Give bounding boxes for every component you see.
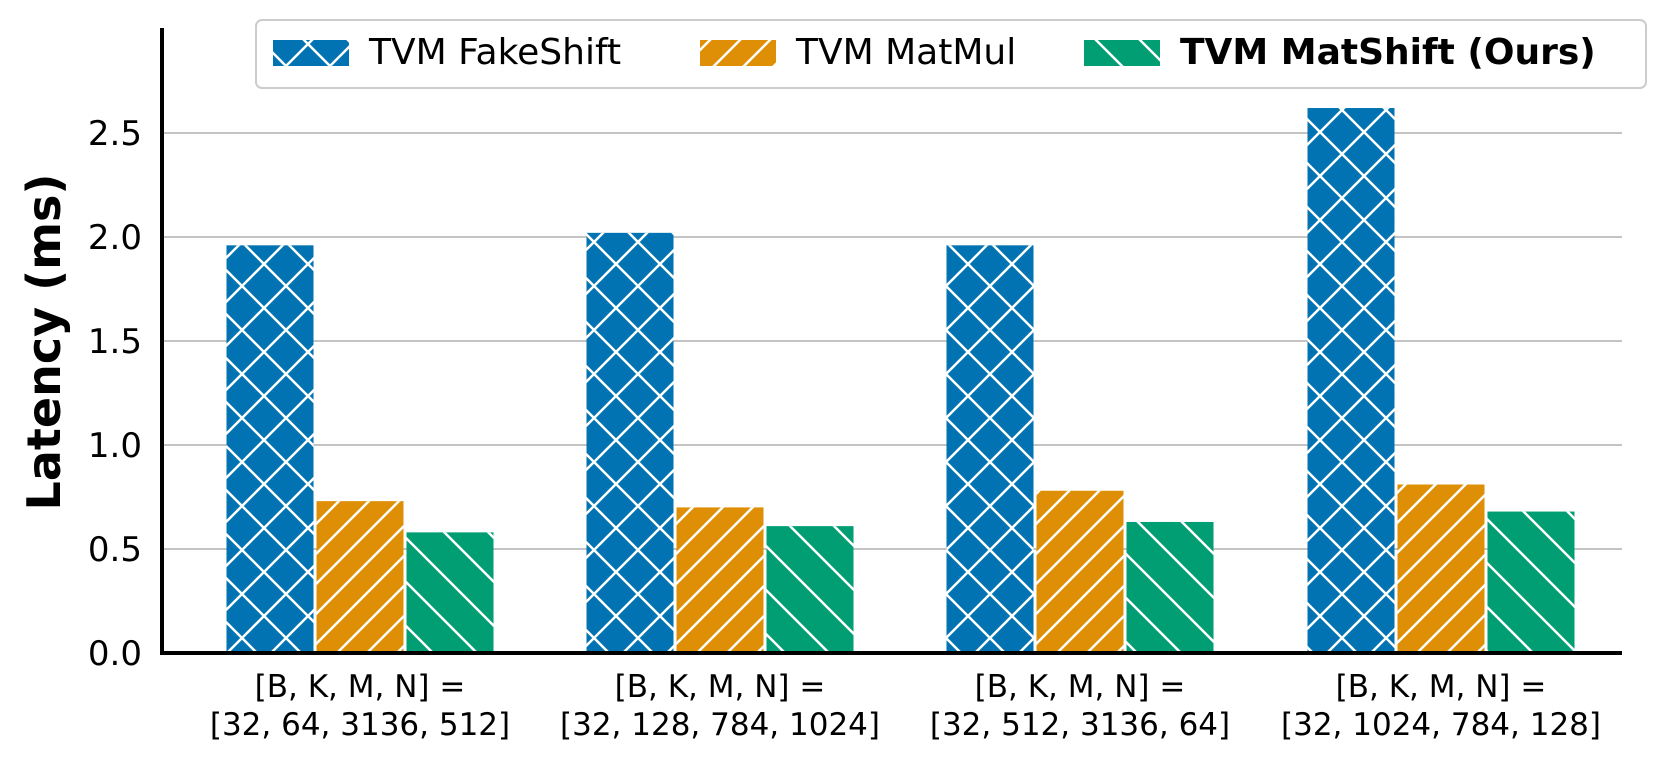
legend-label: TVM FakeShift — [368, 32, 621, 73]
x-tick-label-line: [B, K, M, N] = — [255, 669, 466, 705]
legend-swatch-hatch — [700, 40, 776, 66]
axes: 0.00.51.01.52.02.5[B, K, M, N] = [32, 64,… — [17, 28, 1622, 743]
y-tick-label: 2.5 — [88, 114, 142, 154]
y-axis-label: Latency (ms) — [17, 174, 71, 511]
y-tick-label: 0.5 — [88, 530, 142, 570]
legend-swatch-hatch — [273, 40, 349, 66]
x-tick-label: [B, K, M, N] = [32, 1024, 784, 128] — [1281, 669, 1601, 743]
bar-hatch — [946, 245, 1034, 653]
y-tick-label: 2.0 — [88, 218, 142, 258]
x-tick-label: [B, K, M, N] = [32, 64, 3136, 512] — [210, 669, 510, 743]
bar-hatch — [226, 245, 314, 653]
x-tick-label-line: [32, 128, 784, 1024] — [560, 707, 880, 743]
x-tick-label: [B, K, M, N] = [32, 512, 3136, 64] — [930, 669, 1230, 743]
y-tick-label: 1.5 — [88, 322, 142, 362]
bar-hatch — [1126, 521, 1214, 653]
x-tick-label-line: [B, K, M, N] = — [1336, 669, 1547, 705]
bar-hatch — [1307, 108, 1395, 654]
bar-hatch — [586, 232, 674, 653]
legend: TVM FakeShift TVM MatMul TVM MatShift (Our… — [255, 19, 1647, 89]
legend-label: TVM MatMul — [795, 32, 1016, 73]
legend-swatch-hatch — [1084, 40, 1160, 66]
bar-hatch — [1036, 490, 1124, 653]
x-tick-label-line: [32, 1024, 784, 128] — [1281, 707, 1601, 743]
x-tick-label-line: [B, K, M, N] = — [615, 669, 826, 705]
x-tick-label-line: [B, K, M, N] = — [975, 669, 1186, 705]
bar-hatch — [766, 526, 854, 653]
bar-hatch — [406, 532, 494, 653]
x-tick-label-line: [32, 64, 3136, 512] — [210, 707, 510, 743]
bar-hatch — [316, 501, 404, 653]
legend-box — [255, 19, 1647, 89]
bar-hatch — [1397, 484, 1485, 653]
bars — [226, 108, 1575, 654]
y-tick-label: 0.0 — [88, 634, 142, 674]
y-tick-label: 1.0 — [88, 426, 142, 466]
x-tick-label-line: [32, 512, 3136, 64] — [930, 707, 1230, 743]
bar-hatch — [1487, 511, 1575, 653]
x-tick-label: [B, K, M, N] = [32, 128, 784, 1024] — [560, 669, 880, 743]
bar-hatch — [676, 507, 764, 653]
legend-label: TVM MatShift (Ours) — [1180, 32, 1596, 73]
